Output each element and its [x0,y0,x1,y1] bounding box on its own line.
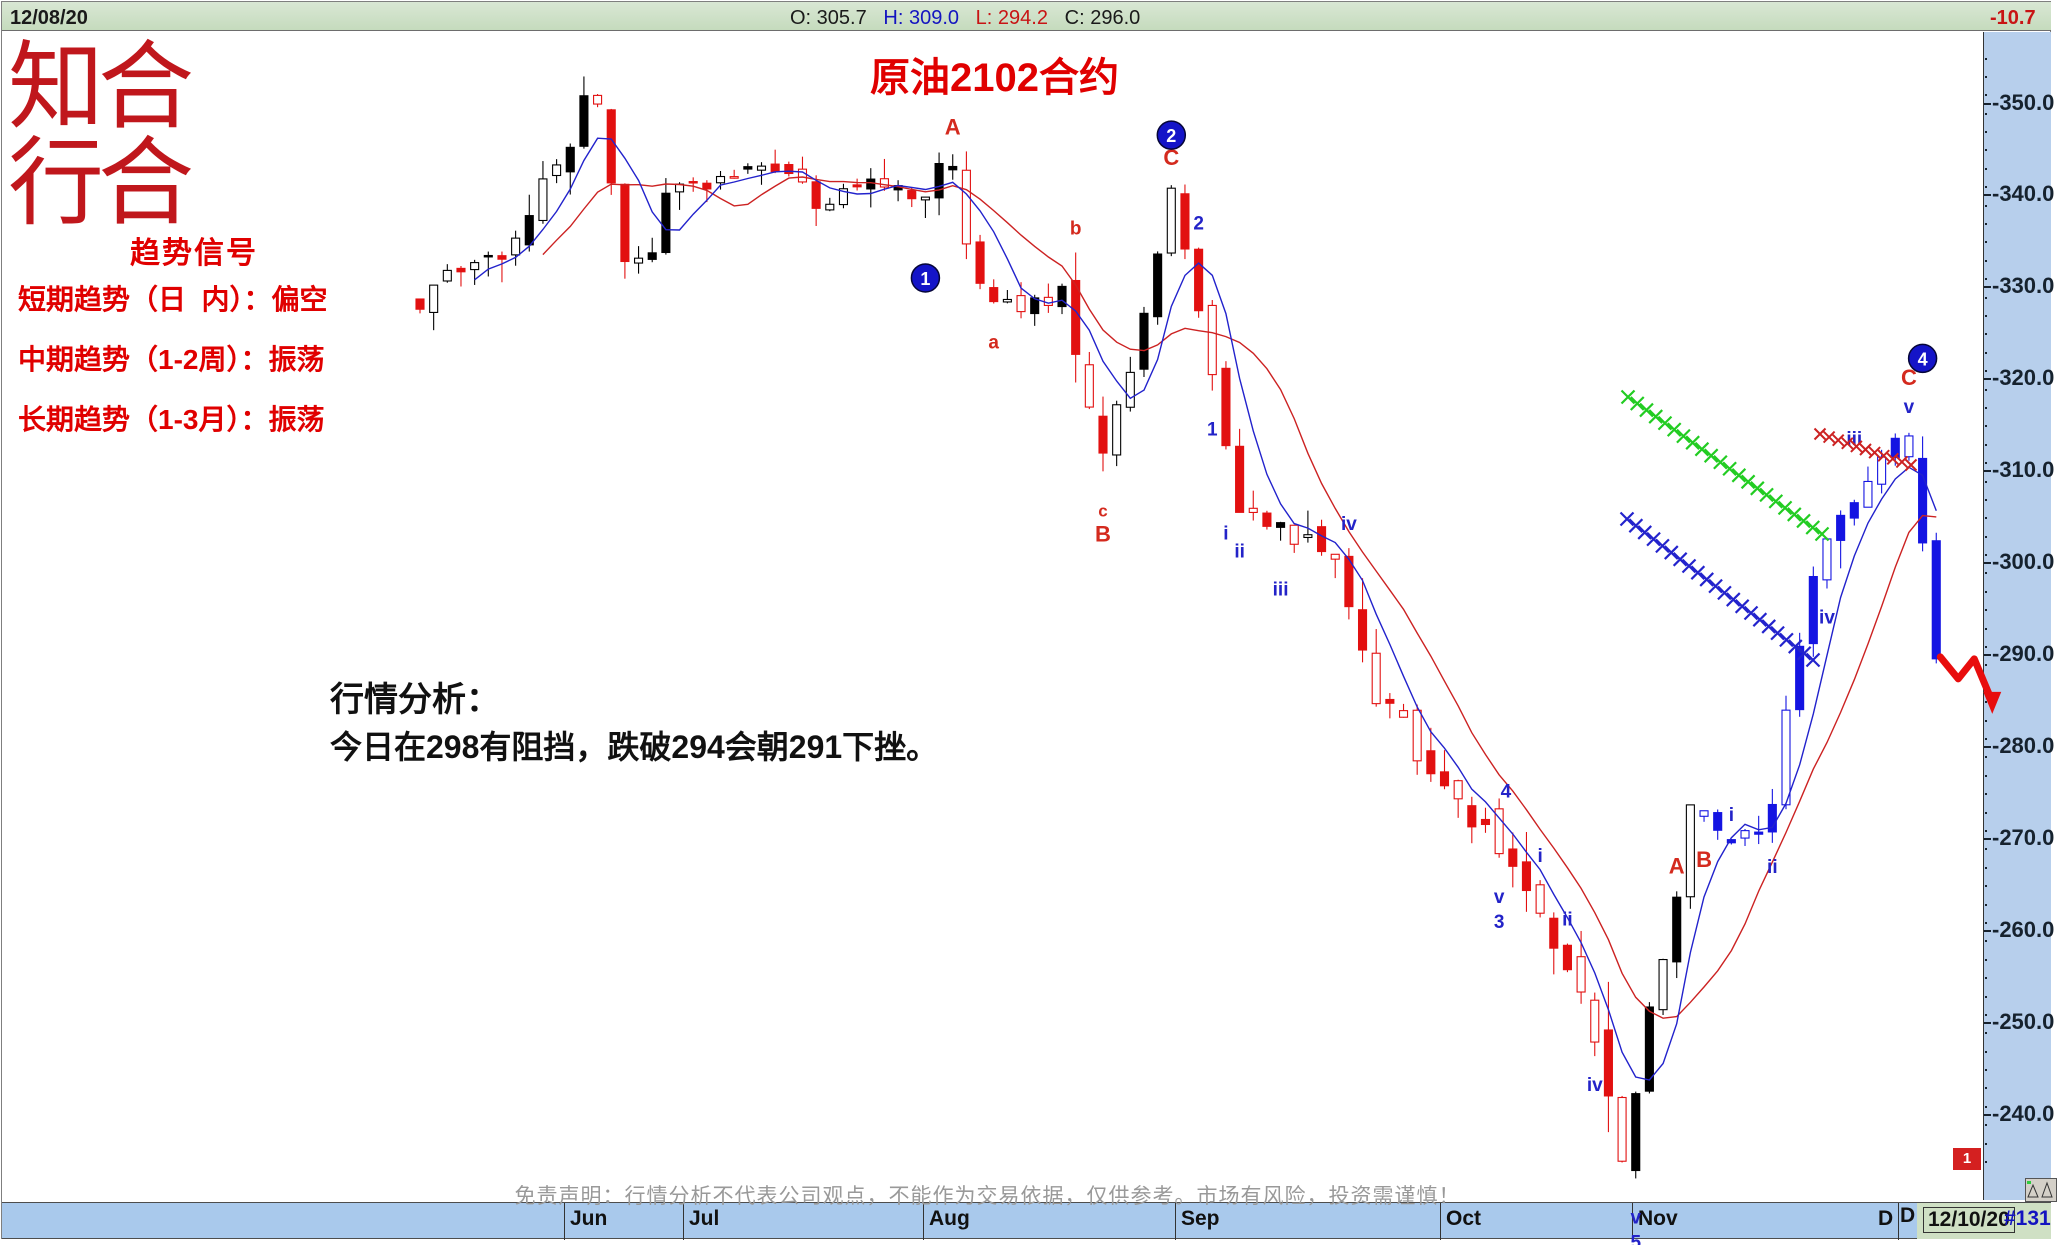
svg-text:iv: iv [1341,514,1357,535]
svg-text:ii: ii [1767,857,1778,878]
svg-text:4: 4 [1918,349,1928,369]
svg-text:A: A [1669,853,1685,878]
svg-text:1: 1 [1207,420,1218,441]
svg-text:a: a [988,333,999,354]
svg-text:ii: ii [1234,542,1245,563]
svg-text:4: 4 [1501,781,1512,802]
svg-text:iv: iv [1819,607,1835,628]
svg-text:B: B [1095,521,1111,546]
svg-text:ii: ii [1562,910,1573,931]
svg-text:c: c [1098,501,1107,520]
svg-text:2: 2 [1193,214,1204,235]
svg-text:iii: iii [1846,429,1862,450]
svg-text:B: B [1696,847,1712,872]
svg-text:A: A [945,114,961,139]
svg-text:2: 2 [1166,126,1176,146]
svg-text:1: 1 [920,269,930,289]
svg-text:i: i [1729,805,1734,826]
svg-text:v: v [1494,887,1505,908]
svg-text:iii: iii [1273,580,1289,601]
svg-text:b: b [1070,218,1082,239]
svg-text:i: i [1537,846,1542,867]
svg-text:3: 3 [1494,912,1505,933]
svg-text:v: v [1630,1207,1641,1228]
svg-text:v: v [1904,397,1915,418]
svg-text:iv: iv [1587,1075,1603,1096]
svg-text:i: i [1223,523,1228,544]
svg-text:5: 5 [1630,1232,1641,1245]
